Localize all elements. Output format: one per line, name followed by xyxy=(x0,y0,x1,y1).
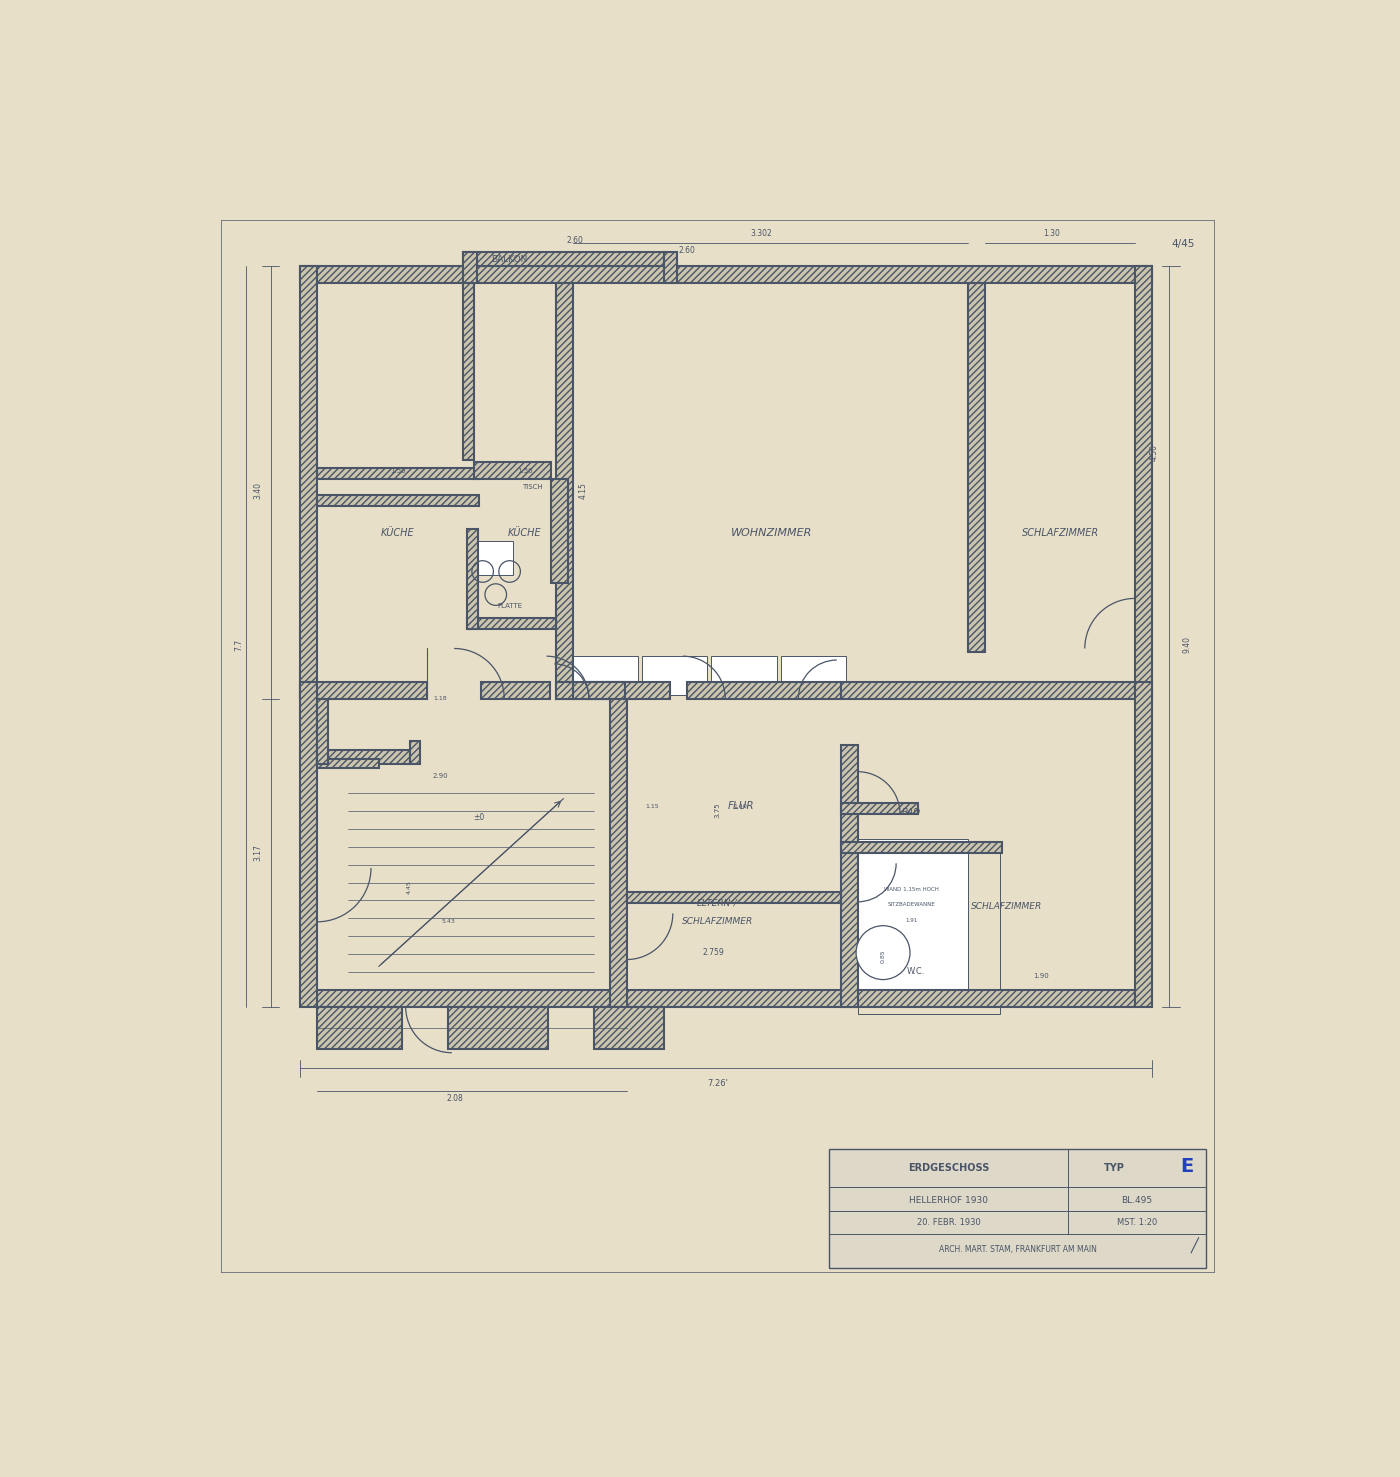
Bar xyxy=(463,282,475,459)
Text: SCHLAFZIMMER: SCHLAFZIMMER xyxy=(1022,527,1099,538)
Text: TISCH: TISCH xyxy=(522,484,543,490)
Bar xyxy=(1135,681,1152,1006)
Bar xyxy=(468,529,477,629)
Text: KÜCHE: KÜCHE xyxy=(508,527,542,538)
Bar xyxy=(589,681,636,699)
Text: SCHLAFZIMMER: SCHLAFZIMMER xyxy=(682,917,753,926)
Text: 1.15: 1.15 xyxy=(645,803,659,809)
Bar xyxy=(967,282,984,653)
Bar xyxy=(1135,266,1152,699)
Text: 2.90: 2.90 xyxy=(433,772,448,778)
Bar xyxy=(300,681,427,699)
Bar xyxy=(781,656,846,694)
Bar xyxy=(556,282,573,699)
Text: 3.40: 3.40 xyxy=(253,482,262,499)
Text: ELTERN-/: ELTERN-/ xyxy=(697,898,738,907)
Text: HELLERHOF 1930: HELLERHOF 1930 xyxy=(909,1196,988,1205)
Bar xyxy=(468,619,556,629)
Text: 5.43: 5.43 xyxy=(441,919,455,925)
Circle shape xyxy=(857,926,910,979)
Bar xyxy=(316,759,378,768)
Text: E: E xyxy=(1180,1156,1194,1176)
Text: 4/45: 4/45 xyxy=(1172,239,1196,248)
Text: BAD: BAD xyxy=(902,808,921,817)
Bar xyxy=(316,990,1135,1006)
Bar xyxy=(840,681,1135,699)
Bar xyxy=(316,750,409,764)
Bar xyxy=(300,681,316,1006)
Text: 0.85: 0.85 xyxy=(881,950,886,963)
Bar xyxy=(556,681,669,699)
Text: MST. 1:20: MST. 1:20 xyxy=(1117,1217,1158,1226)
Bar xyxy=(573,681,624,699)
Bar xyxy=(687,681,840,699)
Text: 1.50: 1.50 xyxy=(517,468,533,474)
Bar xyxy=(316,495,479,507)
Bar xyxy=(594,1006,664,1049)
Bar xyxy=(300,266,316,699)
Bar xyxy=(573,656,638,694)
Bar xyxy=(475,462,552,479)
Bar xyxy=(463,253,664,266)
Bar xyxy=(627,892,840,902)
Text: ±0: ±0 xyxy=(473,814,484,823)
Text: WOHNZIMMER: WOHNZIMMER xyxy=(731,527,812,538)
Text: BL.495: BL.495 xyxy=(1121,1196,1152,1205)
Bar xyxy=(316,699,328,764)
Text: 9.40: 9.40 xyxy=(1183,637,1191,653)
Text: FLUR: FLUR xyxy=(727,802,755,811)
Bar xyxy=(664,253,678,282)
Text: BALKON: BALKON xyxy=(491,256,528,264)
Text: ERDGESCHOSS: ERDGESCHOSS xyxy=(907,1164,990,1173)
Text: SITZBADEWANNE: SITZBADEWANNE xyxy=(888,902,935,907)
Bar xyxy=(300,266,1152,282)
Text: 3.302: 3.302 xyxy=(750,229,773,238)
Text: 20. FEBR. 1930: 20. FEBR. 1930 xyxy=(917,1217,980,1226)
Bar xyxy=(610,699,627,1006)
Text: KÜCHE: KÜCHE xyxy=(381,527,414,538)
Text: ARCH. MART. STAM, FRANKFURT AM MAIN: ARCH. MART. STAM, FRANKFURT AM MAIN xyxy=(939,1245,1096,1254)
Bar xyxy=(643,656,707,694)
Text: WAND 1.15m HOCH: WAND 1.15m HOCH xyxy=(885,888,939,892)
Text: 1.40: 1.40 xyxy=(734,803,748,809)
Text: 2.08: 2.08 xyxy=(447,1094,463,1103)
Text: W.C.: W.C. xyxy=(907,967,925,976)
Text: 4.50: 4.50 xyxy=(1149,443,1159,461)
Text: SCHLAFZIMMER: SCHLAFZIMMER xyxy=(970,902,1042,911)
Bar xyxy=(470,541,514,576)
Text: 4.45: 4.45 xyxy=(407,880,412,894)
Text: 1.50: 1.50 xyxy=(391,468,406,474)
Bar xyxy=(829,1149,1207,1269)
Bar xyxy=(409,741,420,764)
Bar xyxy=(858,845,1000,1015)
Text: 3.75: 3.75 xyxy=(714,802,721,818)
Text: 1.30: 1.30 xyxy=(1043,229,1060,238)
Text: 1.18: 1.18 xyxy=(434,696,447,702)
Bar xyxy=(448,1006,549,1049)
Text: 4.15: 4.15 xyxy=(578,482,587,499)
Bar xyxy=(316,1006,402,1049)
Bar xyxy=(840,842,1002,852)
Bar xyxy=(840,744,858,1006)
Text: 2.60: 2.60 xyxy=(567,236,584,245)
Text: 7.7: 7.7 xyxy=(234,638,244,651)
Bar xyxy=(463,253,477,282)
Bar xyxy=(482,681,550,699)
Text: 3.17: 3.17 xyxy=(253,843,262,861)
Bar xyxy=(857,839,967,990)
Bar xyxy=(711,656,777,694)
Text: 2.60: 2.60 xyxy=(678,245,696,256)
Text: 2.759: 2.759 xyxy=(703,948,725,957)
Text: 7.26': 7.26' xyxy=(707,1080,728,1089)
Bar xyxy=(316,468,479,479)
Text: TYP: TYP xyxy=(1103,1164,1124,1173)
Bar xyxy=(552,479,568,583)
Text: PLATTE: PLATTE xyxy=(497,603,522,609)
Bar xyxy=(840,803,918,814)
Text: 1.90: 1.90 xyxy=(1033,973,1049,979)
Text: 1.91: 1.91 xyxy=(906,917,917,923)
